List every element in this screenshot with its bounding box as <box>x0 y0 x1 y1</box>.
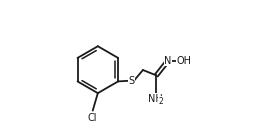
Text: N: N <box>164 56 172 66</box>
Text: Cl: Cl <box>87 113 97 123</box>
Text: S: S <box>129 76 135 86</box>
Text: OH: OH <box>176 56 191 66</box>
Text: NH: NH <box>148 94 163 104</box>
Text: 2: 2 <box>158 97 163 106</box>
